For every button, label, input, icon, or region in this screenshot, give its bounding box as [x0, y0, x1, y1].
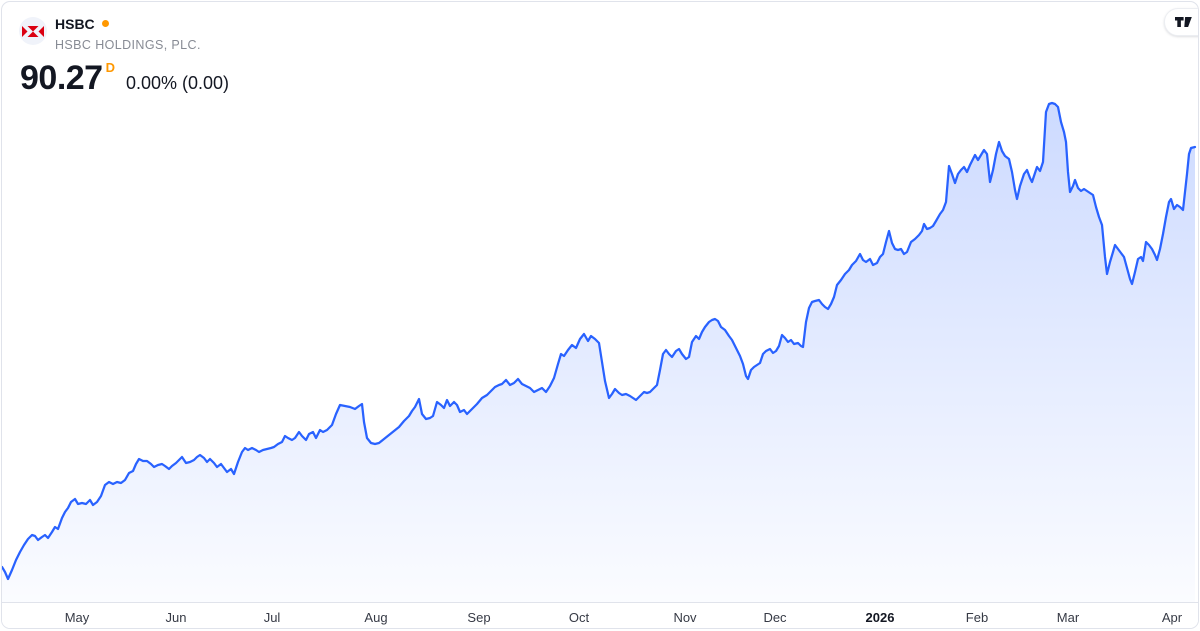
- company-name: HSBC HOLDINGS, PLC.: [55, 38, 201, 52]
- x-axis-tick: Sep: [467, 610, 491, 625]
- x-axis-tick: Feb: [965, 610, 989, 625]
- x-axis-tick: Mar: [1056, 610, 1080, 625]
- x-axis-tick: Jul: [263, 610, 281, 625]
- x-axis-tick: Apr: [1161, 610, 1183, 625]
- x-axis-tick: Dec: [763, 610, 787, 625]
- symbol-row: HSBC HSBC HOLDINGS, PLC.: [19, 16, 229, 52]
- tradingview-logo-icon: [1175, 17, 1192, 27]
- price-change: 0.00% (0.00): [125, 72, 230, 93]
- x-axis: May Jun Jul Aug Sep Oct Nov Dec 2026 Feb Mar Apr: [2, 602, 1198, 628]
- tradingview-logo-button[interactable]: [1164, 8, 1198, 36]
- x-axis-tick: Oct: [568, 610, 590, 625]
- symbol-name[interactable]: HSBC: [55, 16, 95, 32]
- price-row: 90.27 D 0.00% (0.00): [20, 61, 229, 95]
- price-line: [2, 101, 1197, 581]
- x-axis-tick: May: [64, 610, 90, 625]
- x-axis-tick: Jun: [165, 610, 187, 625]
- x-axis-tick: Aug: [364, 610, 388, 625]
- last-price: 90.27: [20, 58, 103, 97]
- hsbc-logo-icon: [19, 17, 47, 45]
- area-fill: [2, 103, 1195, 603]
- header: HSBC HSBC HOLDINGS, PLC. 90.27 D 0.00% (…: [19, 16, 229, 95]
- x-axis-tick: Nov: [673, 610, 697, 625]
- x-axis-tick: 2026: [865, 610, 895, 625]
- price-area-chart[interactable]: [2, 2, 1198, 603]
- symbol-texts: HSBC HSBC HOLDINGS, PLC.: [55, 16, 201, 52]
- market-status-dot-icon: [101, 20, 109, 28]
- interval-badge: D: [105, 59, 115, 75]
